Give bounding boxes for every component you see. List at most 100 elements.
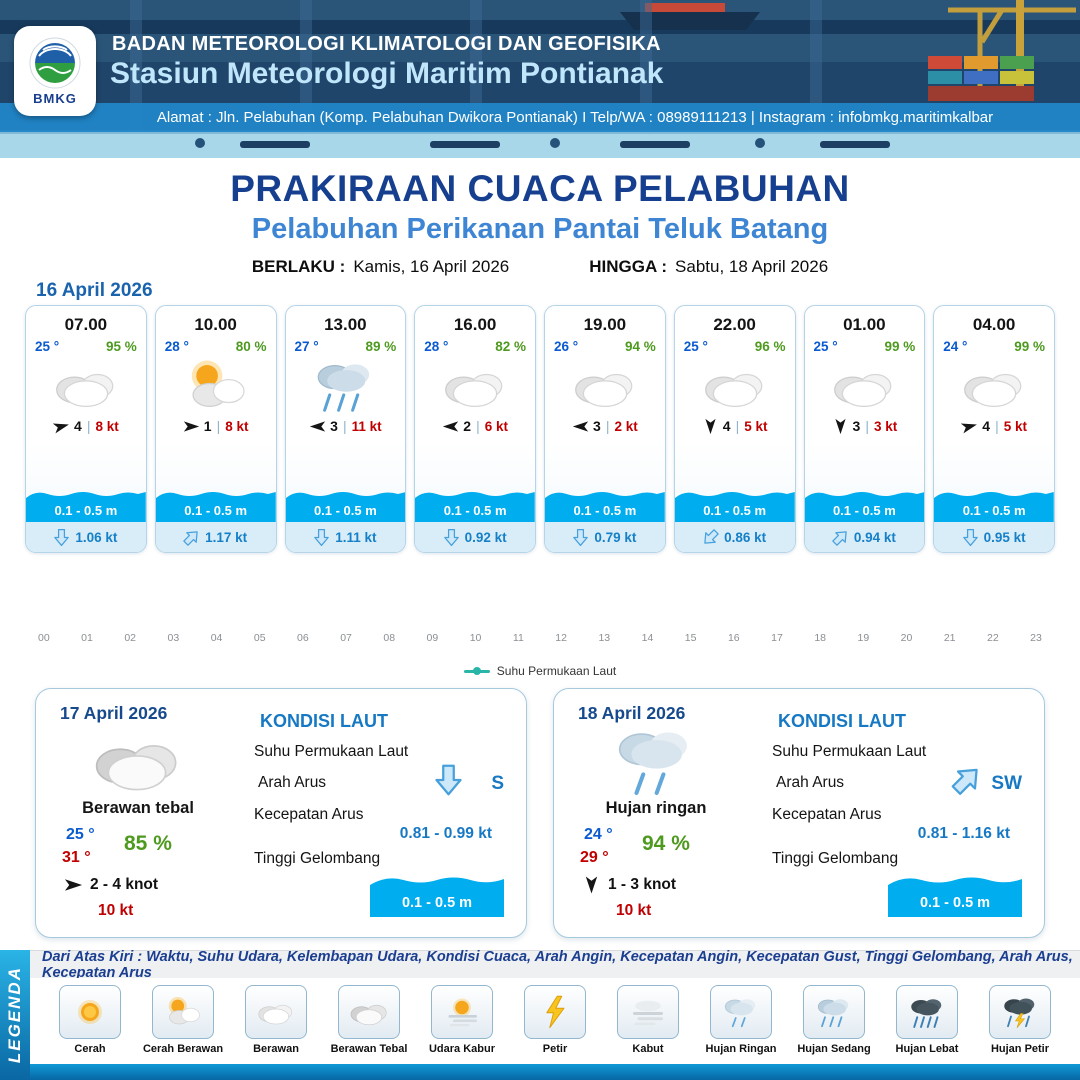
hujan-ringan-icon xyxy=(710,985,772,1039)
separator: | xyxy=(865,418,869,434)
sst-series-marker-icon xyxy=(463,669,490,673)
wave-height-band: 0.1 - 0.5 m xyxy=(285,486,406,522)
wave-height-band: 0.1 - 0.5 m xyxy=(934,486,1054,522)
legend-item: Cerah Berawan xyxy=(139,985,227,1064)
axis-tick-label: 09 xyxy=(426,632,439,644)
current-direction: SW xyxy=(991,773,1022,794)
valid-to-value: Sabtu, 18 April 2026 xyxy=(675,257,829,276)
daily-temp-max: 29 ° xyxy=(580,849,609,866)
header: BMKG BADAN METEOROLOGI KLIMATOLOGI DAN G… xyxy=(0,0,1080,158)
hour-time: 22.00 xyxy=(713,315,756,334)
legend-bottom-strip xyxy=(30,1064,1080,1080)
axis-tick-label: 21 xyxy=(943,632,956,644)
valid-from: BERLAKU : Kamis, 16 April 2026 xyxy=(252,257,509,277)
gust-speed: 11 kt xyxy=(351,418,382,434)
gust-speed: 6 kt xyxy=(484,418,508,434)
wind-direction-icon xyxy=(442,420,459,433)
cerah-berawan-icon xyxy=(156,355,276,417)
legend-item-label: Petir xyxy=(542,1043,568,1055)
wind-speed: 3 xyxy=(852,418,861,434)
wave-height: 0.1 - 0.5 m xyxy=(401,895,473,911)
wind-speed: 3 xyxy=(593,418,601,434)
wave-height: 0.1 - 0.5 m xyxy=(313,503,377,518)
hour-humidity: 96 % xyxy=(754,339,786,354)
wind-direction-icon xyxy=(834,418,847,435)
wind-row: 2 | 6 kt xyxy=(415,418,535,434)
hourly-card: 13.00 27 ° 89 % 3 | 11 kt 0.1 - 0.5 m 1.11 kt xyxy=(284,305,407,553)
current-speed: 1.11 kt xyxy=(335,529,377,545)
separator: | xyxy=(995,418,999,434)
gust-speed: 8 kt xyxy=(95,418,119,434)
current-row: 1.11 kt xyxy=(285,522,406,552)
axis-tick-label: 16 xyxy=(727,632,740,644)
current-row: 0.95 kt xyxy=(934,522,1054,552)
legend-band-label: LEGENDA xyxy=(5,966,24,1064)
legend-item-label: Cerah xyxy=(74,1043,106,1055)
wind-speed: 4 xyxy=(722,418,731,434)
chart-hour-axis: 00 01 02 03 04 05 06 07 08 09 10 11 12 13 14 15 16 17 18 19… xyxy=(38,632,1042,644)
legend-item-label: Hujan Lebat xyxy=(895,1043,959,1055)
sea-conditions-title: KONDISI LAUT xyxy=(778,711,906,731)
berawan-icon xyxy=(415,355,535,417)
axis-tick-label: 19 xyxy=(857,632,870,644)
bmkg-logo: BMKG xyxy=(14,26,96,116)
legend-item-label: Hujan Ringan xyxy=(705,1043,777,1055)
wave-height-band: 0.1 - 0.5 m xyxy=(804,486,925,522)
udara-kabur-icon xyxy=(431,985,493,1039)
wind-direction-icon xyxy=(960,418,980,435)
legend-item-label: Udara Kabur xyxy=(428,1043,496,1055)
wind-direction-icon xyxy=(704,418,717,435)
legend-item: Hujan Sedang xyxy=(790,985,878,1064)
current-direction: S xyxy=(491,773,504,794)
axis-tick-label: 14 xyxy=(641,632,654,644)
current-direction-icon xyxy=(443,528,459,547)
current-row: 0.94 kt xyxy=(804,522,925,552)
cerah-icon xyxy=(59,985,121,1039)
axis-tick-label: 04 xyxy=(210,632,223,644)
valid-to-label: HINGGA : xyxy=(589,257,668,276)
gust-speed: 5 kt xyxy=(744,418,768,434)
gust-speed: 3 kt xyxy=(873,418,898,434)
petir-icon xyxy=(524,985,586,1039)
wave-height: 0.1 - 0.5 m xyxy=(962,503,1026,518)
axis-tick-label: 00 xyxy=(38,632,50,644)
daily-forecast-row: 17 April 2026 Berawan tebal 25 ° 31 ° 85… xyxy=(35,688,1045,938)
current-speed: 0.86 kt xyxy=(724,529,767,545)
current-speed-label: Kecepatan Arus xyxy=(772,806,882,823)
separator: | xyxy=(86,418,91,434)
current-direction-icon xyxy=(699,525,723,549)
chart-legend: Suhu Permukaan Laut xyxy=(0,664,1080,678)
separator: | xyxy=(216,418,221,434)
station-name: Stasiun Meteorologi Maritim Pontianak xyxy=(110,57,664,90)
hour-humidity: 89 % xyxy=(365,339,397,354)
hour-humidity: 95 % xyxy=(105,339,137,354)
hujan-lebat-icon xyxy=(896,985,958,1039)
current-direction-icon xyxy=(962,528,978,547)
current-direction-label: Arah Arus xyxy=(776,774,845,791)
current-row: 0.79 kt xyxy=(545,522,665,552)
legend-item: Hujan Lebat xyxy=(883,985,971,1064)
legend-item: Udara Kabur xyxy=(418,985,506,1064)
current-speed: 0.94 kt xyxy=(853,529,896,545)
hourly-cards: 07.00 25 ° 95 % 4 | 8 kt 0.1 - 0.5 m 1.06 kt 10.… xyxy=(25,305,1055,553)
daily-wind-range: 2 - 4 knot xyxy=(90,876,159,893)
legend-item: Hujan Petir xyxy=(976,985,1064,1064)
wind-direction-icon xyxy=(64,878,83,892)
address-text: Alamat : Jln. Pelabuhan (Komp. Pelabuhan… xyxy=(156,109,994,126)
valid-to: HINGGA : Sabtu, 18 April 2026 xyxy=(589,257,828,277)
wave-height-band: 0.1 - 0.5 m xyxy=(155,486,276,522)
current-speed: 0.92 kt xyxy=(464,529,507,545)
hour-humidity: 94 % xyxy=(624,339,656,354)
current-speed: 1.06 kt xyxy=(75,529,118,545)
axis-tick-label: 03 xyxy=(167,632,180,644)
wind-speed: 2 xyxy=(463,418,472,434)
daily-weather-icon xyxy=(592,723,718,799)
hourly-card: 19.00 26 ° 94 % 3 | 2 kt 0.1 - 0.5 m 0.79 kt xyxy=(544,305,666,553)
current-direction-icon xyxy=(180,525,204,549)
hour-time: 04.00 xyxy=(972,315,1016,334)
sst-series-label: Suhu Permukaan Laut xyxy=(496,664,617,678)
axis-tick-label: 13 xyxy=(598,632,611,644)
current-direction-icon xyxy=(945,758,988,801)
legend-description-text: Dari Atas Kiri : Waktu, Suhu Udara, Kele… xyxy=(42,948,1073,981)
current-speed-label: Kecepatan Arus xyxy=(254,806,364,823)
